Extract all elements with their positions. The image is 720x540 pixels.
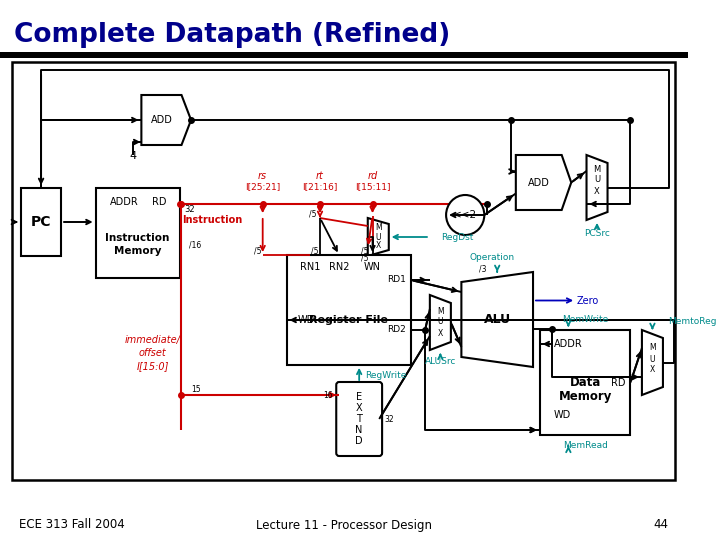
Text: RD1: RD1 [387, 275, 406, 285]
Text: M: M [593, 165, 600, 173]
Text: D: D [356, 436, 363, 446]
Text: Zero: Zero [576, 295, 598, 306]
Text: 44: 44 [654, 518, 669, 531]
Text: offset: offset [139, 348, 167, 358]
Text: WD: WD [554, 410, 571, 420]
Text: rd: rd [367, 171, 378, 181]
Text: <<2: <<2 [453, 210, 477, 220]
Text: rt: rt [316, 171, 324, 181]
Text: Instruction: Instruction [105, 233, 170, 243]
Text: RD2: RD2 [387, 326, 406, 334]
Text: I[15:0]: I[15:0] [137, 361, 169, 371]
Text: I[15:11]: I[15:11] [355, 183, 390, 192]
Text: Operation: Operation [470, 253, 515, 262]
Text: I[21:16]: I[21:16] [302, 183, 338, 192]
Bar [96, 188, 179, 278]
Text: RegDst: RegDst [441, 233, 474, 241]
Text: WN: WN [364, 262, 381, 272]
Text: X: X [650, 366, 655, 375]
Text: E: E [356, 392, 362, 402]
Text: PC: PC [31, 215, 51, 229]
Text: M: M [649, 343, 656, 353]
Text: /5: /5 [361, 253, 369, 262]
Text: U: U [376, 233, 381, 241]
Text: ADD: ADD [528, 178, 549, 187]
Text: ALU: ALU [484, 313, 510, 326]
Text: ADDR: ADDR [110, 197, 139, 207]
Text: Memory: Memory [559, 390, 612, 403]
Text: I[25:21]: I[25:21] [245, 183, 280, 192]
Polygon shape [368, 218, 389, 256]
Text: RN1: RN1 [300, 262, 320, 272]
Text: ADD: ADD [150, 115, 172, 125]
Text: Data: Data [570, 376, 600, 389]
Circle shape [446, 195, 485, 235]
Text: MemtoReg: MemtoReg [667, 318, 716, 327]
Text: 32: 32 [184, 205, 194, 213]
Text: RD: RD [611, 377, 626, 388]
Text: rs: rs [258, 171, 267, 181]
Text: Instruction: Instruction [182, 215, 243, 225]
Text: N: N [356, 425, 363, 435]
Text: T: T [356, 414, 362, 424]
Text: /5: /5 [312, 246, 319, 255]
Text: U: U [438, 318, 443, 327]
Polygon shape [462, 272, 533, 367]
Polygon shape [587, 155, 608, 220]
Bar [0, 52, 688, 58]
Text: 15: 15 [191, 386, 201, 395]
Polygon shape [141, 95, 191, 145]
Text: /5: /5 [254, 246, 261, 255]
Text: Complete Datapath (Refined): Complete Datapath (Refined) [14, 22, 451, 48]
Text: PCSrc: PCSrc [584, 230, 610, 239]
Bar [287, 255, 410, 365]
Text: M: M [375, 224, 382, 233]
Text: 4: 4 [129, 151, 136, 161]
Text: RD: RD [152, 197, 166, 207]
Text: immediate/: immediate/ [125, 335, 181, 345]
Text: ADDR: ADDR [554, 339, 582, 349]
Polygon shape [516, 155, 571, 210]
Text: WD: WD [298, 315, 315, 325]
Text: MemWrite: MemWrite [562, 315, 608, 325]
Text: X: X [438, 328, 443, 338]
Text: /5: /5 [361, 246, 369, 255]
Text: Register File: Register File [309, 315, 388, 325]
Text: M: M [437, 307, 444, 315]
Text: X: X [594, 186, 600, 195]
Bar [12, 62, 675, 480]
Text: RegWrite: RegWrite [365, 370, 407, 380]
Text: ECE 313 Fall 2004: ECE 313 Fall 2004 [19, 518, 125, 531]
Text: RN2: RN2 [329, 262, 349, 272]
Polygon shape [430, 295, 451, 350]
Text: U: U [649, 354, 655, 363]
FancyBboxPatch shape [336, 382, 382, 456]
Text: Memory: Memory [114, 246, 161, 256]
Text: 32: 32 [384, 415, 394, 423]
Bar [21, 188, 61, 256]
Text: /3: /3 [479, 265, 487, 273]
Text: /16: /16 [189, 240, 202, 249]
Bar [540, 330, 631, 435]
Text: X: X [376, 241, 381, 251]
Text: 16: 16 [323, 390, 333, 400]
Text: U: U [594, 176, 600, 185]
Text: MemRead: MemRead [562, 441, 608, 449]
Text: X: X [356, 403, 362, 413]
Text: ALUSrc: ALUSrc [425, 357, 456, 367]
Text: Lecture 11 - Processor Design: Lecture 11 - Processor Design [256, 518, 432, 531]
Text: /5: /5 [309, 210, 316, 219]
Polygon shape [642, 330, 663, 395]
